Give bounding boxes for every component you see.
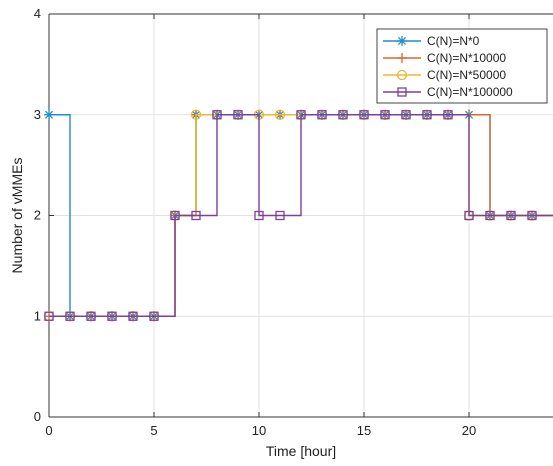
legend-marker [397, 87, 407, 97]
y-tick-label: 2 [34, 208, 41, 223]
legend-label: C(N)=N*50000 [427, 68, 506, 82]
data-point [233, 110, 243, 120]
series [43, 109, 553, 322]
data-point [275, 210, 285, 221]
legend-marker [396, 69, 408, 81]
data-point [380, 110, 390, 120]
tick-labels: 0 5 10 15 20 0 1 2 3 4 [34, 6, 476, 438]
legend-label: C(N)=N*100000 [427, 85, 513, 99]
data-point [485, 210, 495, 221]
data-point [506, 210, 516, 221]
data-point [527, 210, 537, 221]
legend-item: C(N)=N*0 [383, 34, 480, 48]
data-point [338, 110, 348, 120]
data-point [149, 311, 159, 321]
x-tick-label: 10 [252, 423, 266, 438]
data-point [170, 210, 180, 221]
data-point [254, 210, 264, 221]
y-tick-label: 1 [34, 308, 41, 323]
legend-item: C(N)=N*50000 [383, 68, 506, 82]
data-point [317, 110, 327, 120]
series-4 [44, 110, 553, 321]
legend: C(N)=N*0 C(N)=N*10000 C(N)=N*50000 C(N)=N*1… [376, 28, 548, 104]
x-tick-label: 0 [45, 423, 52, 438]
data-point [107, 311, 117, 321]
legend-label: C(N)=N*0 [427, 34, 480, 48]
y-axis-label: Number of vMMEs [9, 158, 25, 274]
data-point [359, 110, 369, 120]
y-tick-label: 0 [34, 409, 41, 424]
y-tick-label: 3 [34, 107, 41, 122]
data-point [65, 311, 75, 321]
data-point [464, 210, 474, 221]
legend-item: C(N)=N*100000 [383, 85, 513, 99]
x-tick-label: 20 [462, 423, 476, 438]
legend-item: C(N)=N*10000 [383, 51, 506, 65]
x-tick-label: 5 [150, 423, 157, 438]
data-point [443, 110, 453, 120]
data-point [128, 311, 138, 321]
data-point [274, 109, 286, 120]
data-point [422, 110, 432, 120]
legend-marker [397, 36, 407, 46]
data-point [401, 110, 411, 120]
data-point [212, 110, 222, 120]
data-point [44, 109, 54, 120]
legend-label: C(N)=N*10000 [427, 51, 506, 65]
y-tick-label: 4 [34, 6, 41, 21]
data-point [191, 210, 201, 221]
data-point [190, 109, 202, 120]
x-axis-label: Time [hour] [266, 443, 336, 459]
legend-marker [397, 53, 407, 63]
data-point [86, 311, 96, 321]
data-point [296, 110, 306, 120]
axes [48, 13, 553, 418]
data-point [44, 311, 54, 321]
x-tick-label: 15 [357, 423, 371, 438]
